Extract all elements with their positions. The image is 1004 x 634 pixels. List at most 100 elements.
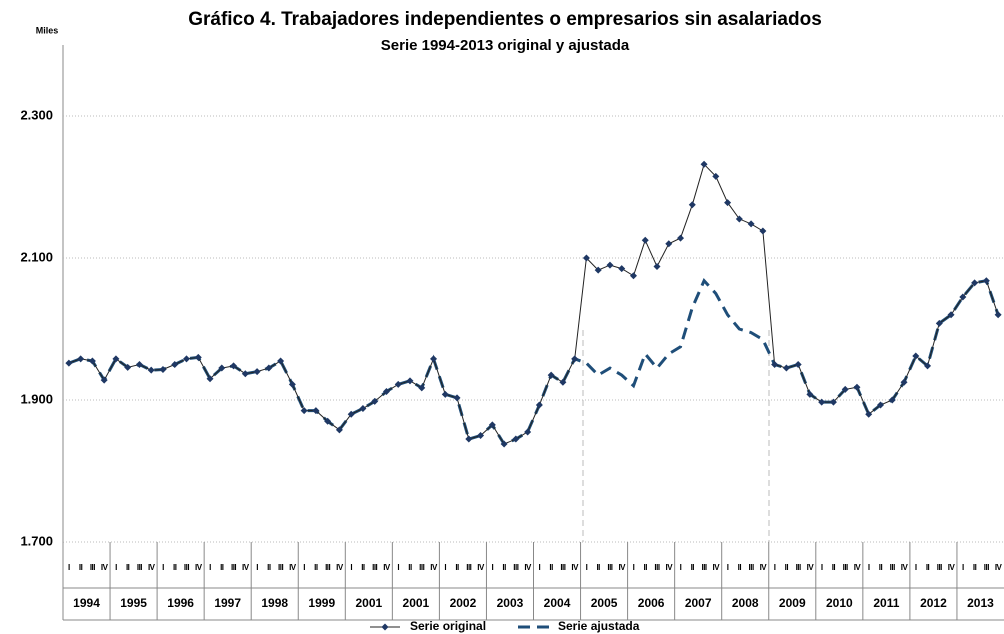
marker (230, 362, 238, 370)
y-tick-label: 2.100 (20, 249, 53, 264)
x-tick-label: II (314, 563, 318, 572)
year-label: 1999 (308, 596, 335, 610)
marker (806, 390, 814, 398)
y-tick-label: 2.300 (20, 107, 53, 122)
x-tick-label: I (303, 563, 305, 572)
x-tick-label: II (832, 563, 836, 572)
marker (571, 355, 579, 363)
marker (253, 368, 261, 376)
year-label: 2007 (685, 596, 712, 610)
x-tick-label: III (890, 563, 895, 572)
legend-label: Serie ajustada (558, 619, 640, 633)
x-tick-label: II (361, 563, 365, 572)
x-tick-label: IV (242, 563, 250, 572)
x-tick-label: I (444, 563, 446, 572)
marker (982, 277, 990, 285)
marker (335, 426, 343, 434)
marker (453, 394, 461, 402)
x-tick-label: III (325, 563, 330, 572)
marker (759, 227, 767, 235)
marker (535, 401, 543, 409)
x-tick-label: I (821, 563, 823, 572)
marker (77, 355, 85, 363)
marker (218, 364, 226, 372)
x-tick-label: III (137, 563, 142, 572)
marker (406, 377, 414, 385)
year-label: 2009 (779, 596, 806, 610)
marker (324, 417, 332, 425)
year-label: 2006 (638, 596, 665, 610)
x-tick-label: III (513, 563, 518, 572)
x-tick-label: II (79, 563, 83, 572)
marker (559, 378, 567, 386)
x-tick-label: I (68, 563, 70, 572)
year-label: 2004 (544, 596, 571, 610)
legend-marker (381, 623, 389, 631)
x-tick-label: I (774, 563, 776, 572)
marker (347, 410, 355, 418)
year-label: 2011 (873, 596, 899, 610)
x-tick-label: III (701, 563, 706, 572)
marker (159, 365, 167, 373)
x-tick-label: I (915, 563, 917, 572)
x-tick-label: III (184, 563, 189, 572)
x-tick-label: III (90, 563, 95, 572)
marker (88, 357, 96, 365)
marker (700, 160, 708, 168)
marker (524, 428, 532, 436)
x-tick-label: I (397, 563, 399, 572)
marker (594, 266, 602, 274)
marker (124, 363, 132, 371)
marker (547, 371, 555, 379)
x-tick-label: III (796, 563, 801, 572)
x-tick-label: IV (101, 563, 109, 572)
x-tick-label: IV (336, 563, 344, 572)
marker (430, 355, 438, 363)
marker (465, 435, 473, 443)
x-tick-label: IV (195, 563, 203, 572)
marker (100, 376, 108, 384)
x-tick-label: I (539, 563, 541, 572)
year-label: 2002 (450, 596, 477, 610)
marker (183, 355, 191, 363)
x-tick-label: III (231, 563, 236, 572)
marker (971, 279, 979, 287)
marker (618, 265, 626, 273)
x-tick-label: I (962, 563, 964, 572)
x-tick-label: II (549, 563, 553, 572)
x-tick-label: III (843, 563, 848, 572)
marker (194, 353, 202, 361)
x-tick-label: III (984, 563, 989, 572)
marker (924, 362, 932, 370)
marker (241, 370, 249, 378)
x-tick-label: IV (618, 563, 626, 572)
marker (488, 421, 496, 429)
x-tick-label: II (408, 563, 412, 572)
x-tick-label: I (633, 563, 635, 572)
chart-title: Gráfico 4. Trabajadores independientes o… (188, 9, 822, 30)
x-tick-label: III (372, 563, 377, 572)
marker (135, 361, 143, 368)
x-tick-label: IV (430, 563, 438, 572)
original-line (68, 163, 999, 445)
marker (512, 435, 520, 443)
x-tick-label: II (126, 563, 130, 572)
marker (665, 240, 673, 248)
x-tick-label: III (937, 563, 942, 572)
x-tick-label: II (973, 563, 977, 572)
marker (277, 357, 285, 365)
x-tick-label: IV (995, 563, 1003, 572)
x-tick-label: IV (289, 563, 297, 572)
x-tick-label: I (256, 563, 258, 572)
marker (441, 390, 449, 398)
marker (629, 272, 637, 280)
marker (147, 366, 155, 374)
x-tick-label: IV (901, 563, 909, 572)
x-tick-label: I (491, 563, 493, 572)
marker (112, 355, 120, 363)
marker (65, 359, 73, 367)
x-tick-label: IV (665, 563, 673, 572)
marker (359, 405, 367, 413)
x-tick-label: II (785, 563, 789, 572)
x-tick-label: IV (854, 563, 862, 572)
